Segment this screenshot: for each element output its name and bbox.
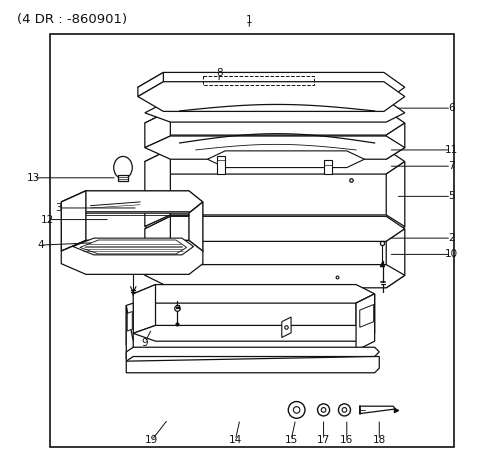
Text: 10: 10	[444, 249, 458, 259]
Text: 16: 16	[340, 435, 353, 445]
Text: 14: 14	[229, 435, 242, 445]
Polygon shape	[145, 149, 405, 174]
Polygon shape	[61, 241, 203, 262]
Text: 7: 7	[448, 161, 455, 171]
Polygon shape	[145, 111, 170, 148]
Ellipse shape	[114, 156, 132, 179]
Polygon shape	[126, 347, 379, 361]
Polygon shape	[145, 149, 170, 226]
Polygon shape	[217, 156, 225, 174]
Text: 15: 15	[285, 435, 298, 445]
Polygon shape	[138, 82, 405, 112]
Polygon shape	[138, 72, 163, 97]
Text: 13: 13	[27, 173, 40, 183]
Polygon shape	[207, 151, 364, 168]
Polygon shape	[145, 100, 405, 122]
Polygon shape	[138, 72, 405, 102]
Polygon shape	[61, 191, 203, 213]
Text: 12: 12	[41, 214, 54, 225]
Polygon shape	[126, 303, 133, 345]
Polygon shape	[145, 265, 405, 288]
Text: 18: 18	[372, 435, 386, 445]
Polygon shape	[145, 111, 405, 135]
Text: 19: 19	[145, 435, 158, 445]
Polygon shape	[133, 284, 156, 333]
Polygon shape	[360, 304, 374, 327]
Polygon shape	[145, 216, 405, 241]
Text: 6: 6	[448, 103, 455, 113]
Polygon shape	[145, 136, 405, 159]
Polygon shape	[133, 284, 374, 303]
Text: 3: 3	[56, 203, 62, 213]
Circle shape	[293, 407, 300, 413]
Polygon shape	[73, 238, 193, 255]
Polygon shape	[356, 294, 374, 341]
Polygon shape	[386, 162, 405, 239]
Polygon shape	[145, 215, 405, 239]
Polygon shape	[126, 356, 379, 373]
Circle shape	[288, 402, 305, 418]
Polygon shape	[356, 294, 374, 351]
Text: 5: 5	[448, 191, 455, 201]
Polygon shape	[145, 216, 170, 275]
Polygon shape	[133, 325, 374, 341]
Circle shape	[338, 404, 350, 416]
Text: 17: 17	[317, 435, 330, 445]
Polygon shape	[127, 311, 132, 331]
Bar	[49, 34, 454, 447]
Text: 2: 2	[448, 233, 455, 243]
Polygon shape	[80, 240, 187, 254]
Polygon shape	[360, 406, 396, 414]
Polygon shape	[61, 191, 86, 251]
Circle shape	[318, 404, 330, 416]
Polygon shape	[386, 123, 405, 159]
Text: (4 DR : -860901): (4 DR : -860901)	[17, 13, 127, 26]
Text: 1: 1	[246, 15, 252, 25]
Text: 11: 11	[444, 145, 458, 155]
Text: 4: 4	[37, 240, 44, 250]
Polygon shape	[324, 160, 332, 174]
Polygon shape	[61, 241, 203, 274]
Polygon shape	[126, 305, 133, 359]
Text: 8: 8	[216, 68, 222, 78]
Polygon shape	[118, 175, 128, 181]
Text: 9: 9	[142, 338, 148, 347]
Circle shape	[321, 408, 326, 412]
Circle shape	[342, 408, 347, 412]
Polygon shape	[189, 202, 203, 262]
Polygon shape	[282, 317, 291, 338]
Polygon shape	[386, 229, 405, 288]
